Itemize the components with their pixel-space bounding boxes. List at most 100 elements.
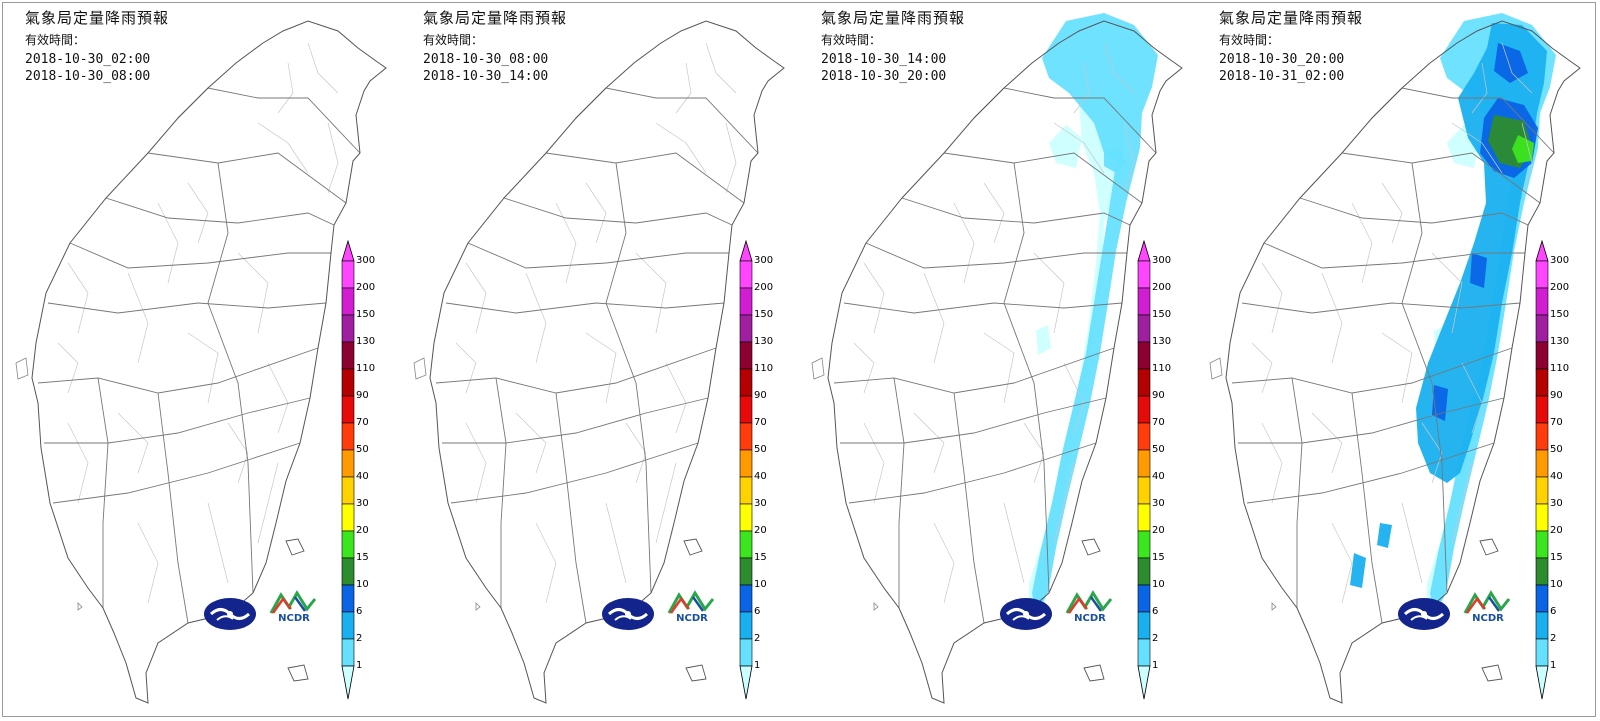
legend-label: 300 [1152,255,1172,266]
legend-label: 150 [1550,309,1570,320]
legend-label: 300 [754,255,774,266]
taiwan-map [1209,13,1581,704]
legend-label: 300 [356,255,376,266]
legend-arrow-bottom [1535,665,1549,700]
legend-label: 40 [356,471,369,482]
legend-label: 70 [1550,417,1563,428]
legend-label: 15 [356,552,369,563]
legend-arrow-top [341,239,355,262]
legend-swatch [1137,638,1151,667]
legend-arrow-top [1137,239,1151,262]
legend-swatch [341,422,355,451]
legend-swatch [1137,503,1151,532]
legend-swatch [739,638,753,667]
legend-swatch [1535,287,1549,316]
rainfall-legend: 300 200 150 130 110 90 70 50 40 30 20 15 10 6 2 1 [341,239,411,709]
legend-swatch [341,638,355,667]
rainfall-legend: 300 200 150 130 110 90 70 50 40 30 20 15 10 6 2 1 [1137,239,1207,709]
map-panel-2: 氣象局定量降雨預報 有效時間： 2018-10-30_08:00 2018-10-30… [401,3,799,718]
legend-swatch [1137,260,1151,289]
map-panel-4: 氣象局定量降雨預報 有效時間： 2018-10-30_20:00 2018-10-31… [1197,3,1595,718]
legend-label: 90 [1152,390,1165,401]
legend-label: 10 [1550,579,1563,590]
map-title: 氣象局定量降雨預報 [25,9,170,27]
legend-label: 20 [356,525,369,536]
legend-swatch [341,584,355,613]
legend-swatch [341,314,355,343]
legend-label: 2 [1152,633,1159,644]
legend-swatch [1137,449,1151,478]
legend-label: 10 [356,579,369,590]
legend-label: 130 [356,336,376,347]
coastline [429,20,785,704]
legend-swatch [1137,557,1151,586]
legend-label: 30 [754,498,767,509]
legend-swatch [739,584,753,613]
legend-swatch [341,557,355,586]
legend-label: 90 [754,390,767,401]
legend-label: 10 [1152,579,1165,590]
legend-swatch [1535,503,1549,532]
ncdr-logo-text: NCDR [1074,613,1106,624]
legend-label: 40 [754,471,767,482]
legend-label: 2 [754,633,761,644]
map-panel-1: 氣象局定量降雨預報 有效時間： 2018-10-30_02:00 2018-10-30… [3,3,401,718]
ncdr-logo-icon: NCDR [1461,589,1515,624]
valid-end-time: 2018-10-30_14:00 [423,69,549,84]
legend-swatch [1535,530,1549,559]
legend-label: 130 [754,336,774,347]
legend-label: 6 [754,606,761,617]
legend-swatch [341,530,355,559]
legend-label: 2 [1550,633,1557,644]
legend-label: 50 [754,444,767,455]
legend-swatch [739,395,753,424]
legend-swatch [341,611,355,640]
valid-start-time: 2018-10-30_14:00 [821,52,947,67]
legend-label: 70 [1152,417,1165,428]
legend-swatch [1535,314,1549,343]
legend-swatch [739,314,753,343]
legend-swatch [1137,422,1151,451]
legend-label: 20 [754,525,767,536]
legend-label: 6 [1550,606,1557,617]
ncdr-logo-icon: NCDR [665,589,719,624]
valid-time-label: 有效時間： [821,33,882,47]
legend-label: 70 [356,417,369,428]
legend-label: 1 [754,660,761,671]
legend-swatch [1137,314,1151,343]
legend-swatch [341,341,355,370]
legend-swatch [1535,422,1549,451]
rain-area-6mm [1350,553,1366,588]
legend-label: 200 [1550,282,1570,293]
legend-label: 2 [356,633,363,644]
legend-label: 40 [1550,471,1563,482]
legend-swatch [1137,287,1151,316]
legend-swatch [1137,476,1151,505]
legend-label: 20 [1550,525,1563,536]
legend-label: 30 [1550,498,1563,509]
legend-label: 50 [1550,444,1563,455]
rain-area-2mm [1032,13,1158,615]
legend-label: 110 [356,363,376,374]
legend-swatch [739,503,753,532]
valid-time-label: 有效時間： [25,33,86,47]
legend-label: 20 [1152,525,1165,536]
legend-label: 90 [1550,390,1563,401]
legend-label: 1 [356,660,363,671]
legend-label: 110 [1152,363,1172,374]
legend-label: 15 [754,552,767,563]
legend-label: 50 [356,444,369,455]
valid-start-time: 2018-10-30_20:00 [1219,52,1345,67]
coastline [827,20,1183,704]
legend-label: 50 [1152,444,1165,455]
taiwan-map [15,20,387,704]
legend-label: 15 [1550,552,1563,563]
legend-swatch [739,260,753,289]
valid-end-time: 2018-10-30_08:00 [25,69,151,84]
legend-swatch [1535,638,1549,667]
legend-label: 10 [754,579,767,590]
legend-swatch [1535,584,1549,613]
rain-area-1mm [1036,325,1051,355]
legend-swatch [341,260,355,289]
